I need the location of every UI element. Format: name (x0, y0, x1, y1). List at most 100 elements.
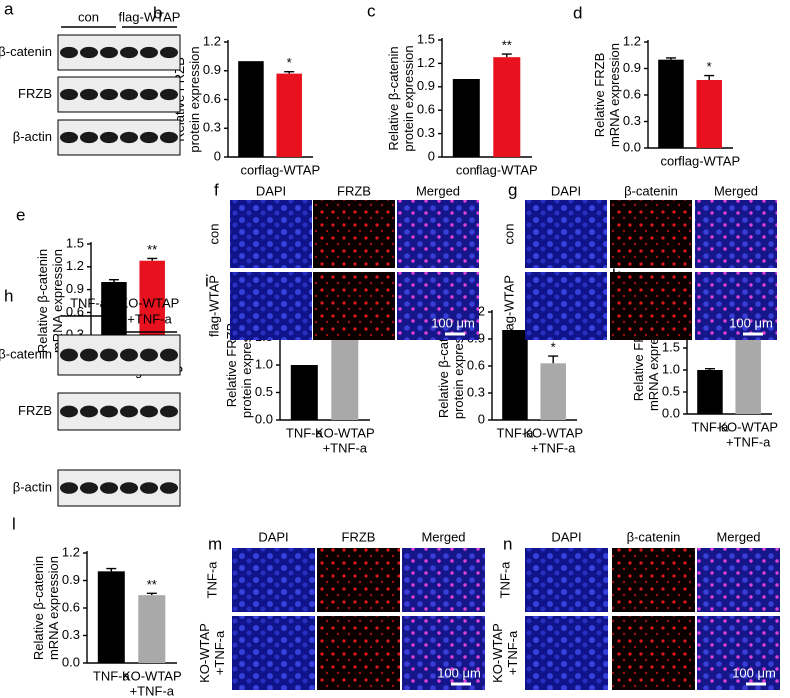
significance: * (551, 340, 556, 355)
row-label: TNF-a (497, 561, 512, 599)
row-label: KO-WTAP (490, 623, 505, 683)
y-tick-label: 1.2 (62, 544, 80, 559)
row-label: β-catenin (0, 346, 52, 361)
bar (238, 61, 264, 157)
y-tick-label: 0.0 (255, 411, 273, 426)
error-bar (108, 279, 119, 282)
micrograph (610, 200, 692, 268)
panel-label: h (4, 286, 13, 305)
row-label: β-actin (13, 129, 52, 144)
y-axis-label: Relative FRZB (224, 323, 239, 408)
error-bar (501, 53, 512, 58)
x-tick-label: flag-WTAP (258, 162, 320, 177)
bar (658, 59, 684, 148)
row-label: +TNF-a (505, 630, 520, 675)
micrograph (695, 200, 777, 268)
band (80, 348, 98, 362)
column-label: DAPI (256, 183, 286, 198)
x-tick-label: KO-WTAP (315, 425, 375, 440)
y-axis-label: mRNA expression (50, 249, 65, 353)
y-axis-label: Relative β-catenin (31, 556, 46, 660)
panel-label: e (16, 205, 25, 224)
y-tick-label: 1.0 (255, 356, 273, 371)
band (140, 482, 158, 494)
band (120, 482, 138, 494)
band (120, 131, 138, 144)
band (140, 405, 158, 418)
band (60, 348, 78, 362)
blot (57, 334, 181, 376)
blot (57, 469, 181, 507)
blot (57, 76, 181, 113)
x-tick-label: +TNF-a (130, 683, 175, 698)
column-label: DAPI (258, 529, 288, 544)
row-label: +TNF-a (212, 630, 227, 675)
band (60, 405, 78, 418)
y-tick-label: 0.6 (623, 86, 641, 101)
band (160, 482, 178, 494)
y-tick-label: 0.9 (623, 60, 641, 75)
band (140, 131, 158, 144)
panel-label: c (367, 1, 376, 20)
scale-bar-label: 100 μm (732, 665, 776, 680)
y-tick-label: 1.5 (662, 339, 680, 354)
y-tick-label: 1.2 (66, 258, 84, 273)
bar (735, 331, 761, 414)
group-label: KO-WTAP (120, 295, 180, 310)
y-axis-label: Relative FRZB (592, 53, 607, 138)
panel-label: l (12, 514, 16, 533)
micrograph (525, 200, 607, 268)
y-tick-label: 0.0 (62, 654, 80, 669)
group-label: +TNF-a (127, 311, 172, 326)
panel-label: g (508, 180, 517, 199)
band (100, 482, 118, 494)
y-axis-label: protein expression (187, 46, 202, 152)
x-tick-label: +TNF-a (323, 440, 368, 455)
x-tick-label: TNF-a (497, 425, 535, 440)
band (100, 88, 118, 101)
band (100, 131, 118, 144)
band (60, 131, 78, 144)
micrograph (313, 272, 395, 340)
bar (502, 330, 528, 420)
error-bar (665, 57, 676, 60)
y-axis-label: protein expression (401, 45, 416, 151)
column-label: Merged (714, 183, 758, 198)
y-tick-label: 0.9 (417, 78, 435, 93)
y-tick-label: 0.6 (62, 599, 80, 614)
y-tick-label: 0 (478, 411, 485, 426)
scale-bar-label: 100 μm (437, 665, 481, 680)
micrograph (232, 548, 315, 612)
band (120, 88, 138, 101)
y-tick-label: 0.3 (62, 627, 80, 642)
band (100, 46, 118, 59)
band (80, 131, 98, 144)
band (160, 131, 178, 144)
bar (493, 57, 521, 157)
micrograph (317, 616, 400, 690)
y-axis-label: mRNA expression (46, 556, 61, 660)
blot (57, 392, 181, 431)
band (60, 46, 78, 59)
row-label: FRZB (18, 403, 52, 418)
panel-label: m (208, 534, 222, 553)
micrograph (612, 548, 695, 612)
y-axis-label: mRNA expression (607, 43, 622, 147)
bar (452, 79, 480, 157)
row-label: β-actin (13, 479, 52, 494)
band (160, 405, 178, 418)
column-label: FRZB (337, 183, 371, 198)
column-label: Merged (416, 183, 460, 198)
y-tick-label: 0.9 (66, 281, 84, 296)
y-tick-label: 0.3 (467, 384, 485, 399)
micrograph (230, 200, 312, 268)
micrograph (697, 616, 780, 690)
x-tick-label: +TNF-a (531, 440, 576, 455)
significance: ** (147, 242, 157, 257)
band (140, 348, 158, 362)
y-tick-label: 0.3 (203, 120, 221, 135)
bar (290, 365, 318, 420)
y-tick-label: 0.3 (417, 125, 435, 140)
y-tick-label: 0.3 (623, 113, 641, 128)
micrograph (313, 200, 395, 268)
